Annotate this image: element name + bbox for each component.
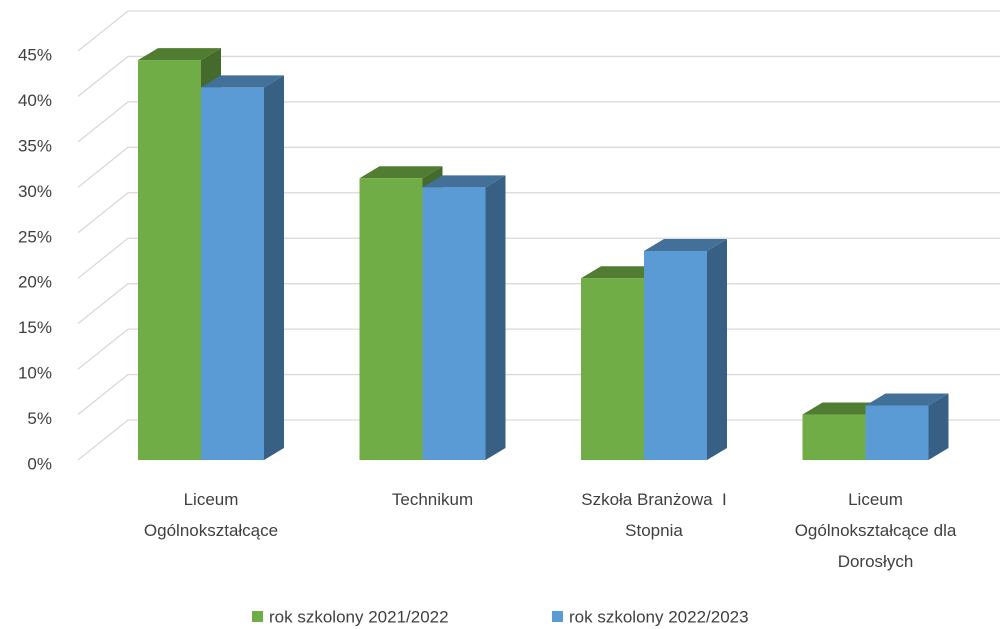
bar xyxy=(138,60,201,460)
legend-label: rok szkolony 2022/2023 xyxy=(569,607,749,626)
bar-top xyxy=(138,48,221,61)
x-tick-label: Liceum Ogólnokształcące dla Dorosłych xyxy=(794,490,962,571)
y-tick-label: 5% xyxy=(27,409,52,428)
bar xyxy=(201,87,264,460)
grid-line xyxy=(77,192,1000,234)
grid-line xyxy=(77,146,1000,188)
grid-line xyxy=(77,55,1000,97)
bar-top xyxy=(359,166,443,179)
x-tick-label: Technikum xyxy=(391,490,474,509)
bar xyxy=(644,250,707,460)
x-tick-label: Szkoła Branżowa I Stopnia xyxy=(581,490,732,540)
bar xyxy=(581,278,644,460)
y-tick-label: 30% xyxy=(18,182,52,201)
y-tick-label: 0% xyxy=(27,454,52,473)
bar-side xyxy=(707,238,727,460)
bar-top xyxy=(802,402,886,415)
bar-top xyxy=(644,238,727,251)
bar-side xyxy=(485,175,506,461)
grid-line xyxy=(77,10,1000,52)
bar xyxy=(865,405,929,460)
bar xyxy=(422,187,486,461)
y-tick-label: 25% xyxy=(18,227,52,246)
bar-side xyxy=(928,393,949,460)
y-tick-label: 40% xyxy=(18,91,52,110)
bar-top xyxy=(422,175,506,188)
bar-top xyxy=(201,75,284,88)
legend-label: rok szkolony 2021/2022 xyxy=(269,607,449,626)
legend-swatch xyxy=(252,611,263,622)
grid-line xyxy=(77,237,1000,279)
y-tick-label: 35% xyxy=(18,136,52,155)
y-tick-label: 15% xyxy=(18,318,52,337)
legend-swatch xyxy=(552,611,563,622)
bar xyxy=(359,178,423,460)
bar-top xyxy=(865,393,949,406)
bar xyxy=(802,414,866,460)
y-tick-label: 45% xyxy=(18,45,52,64)
x-tick-label: Liceum Ogólnokształcące xyxy=(143,490,279,540)
bar-top xyxy=(581,266,664,279)
bar-side xyxy=(264,75,284,460)
y-tick-label: 20% xyxy=(18,273,52,292)
grid-line xyxy=(77,101,1000,143)
y-tick-label: 10% xyxy=(18,364,52,383)
